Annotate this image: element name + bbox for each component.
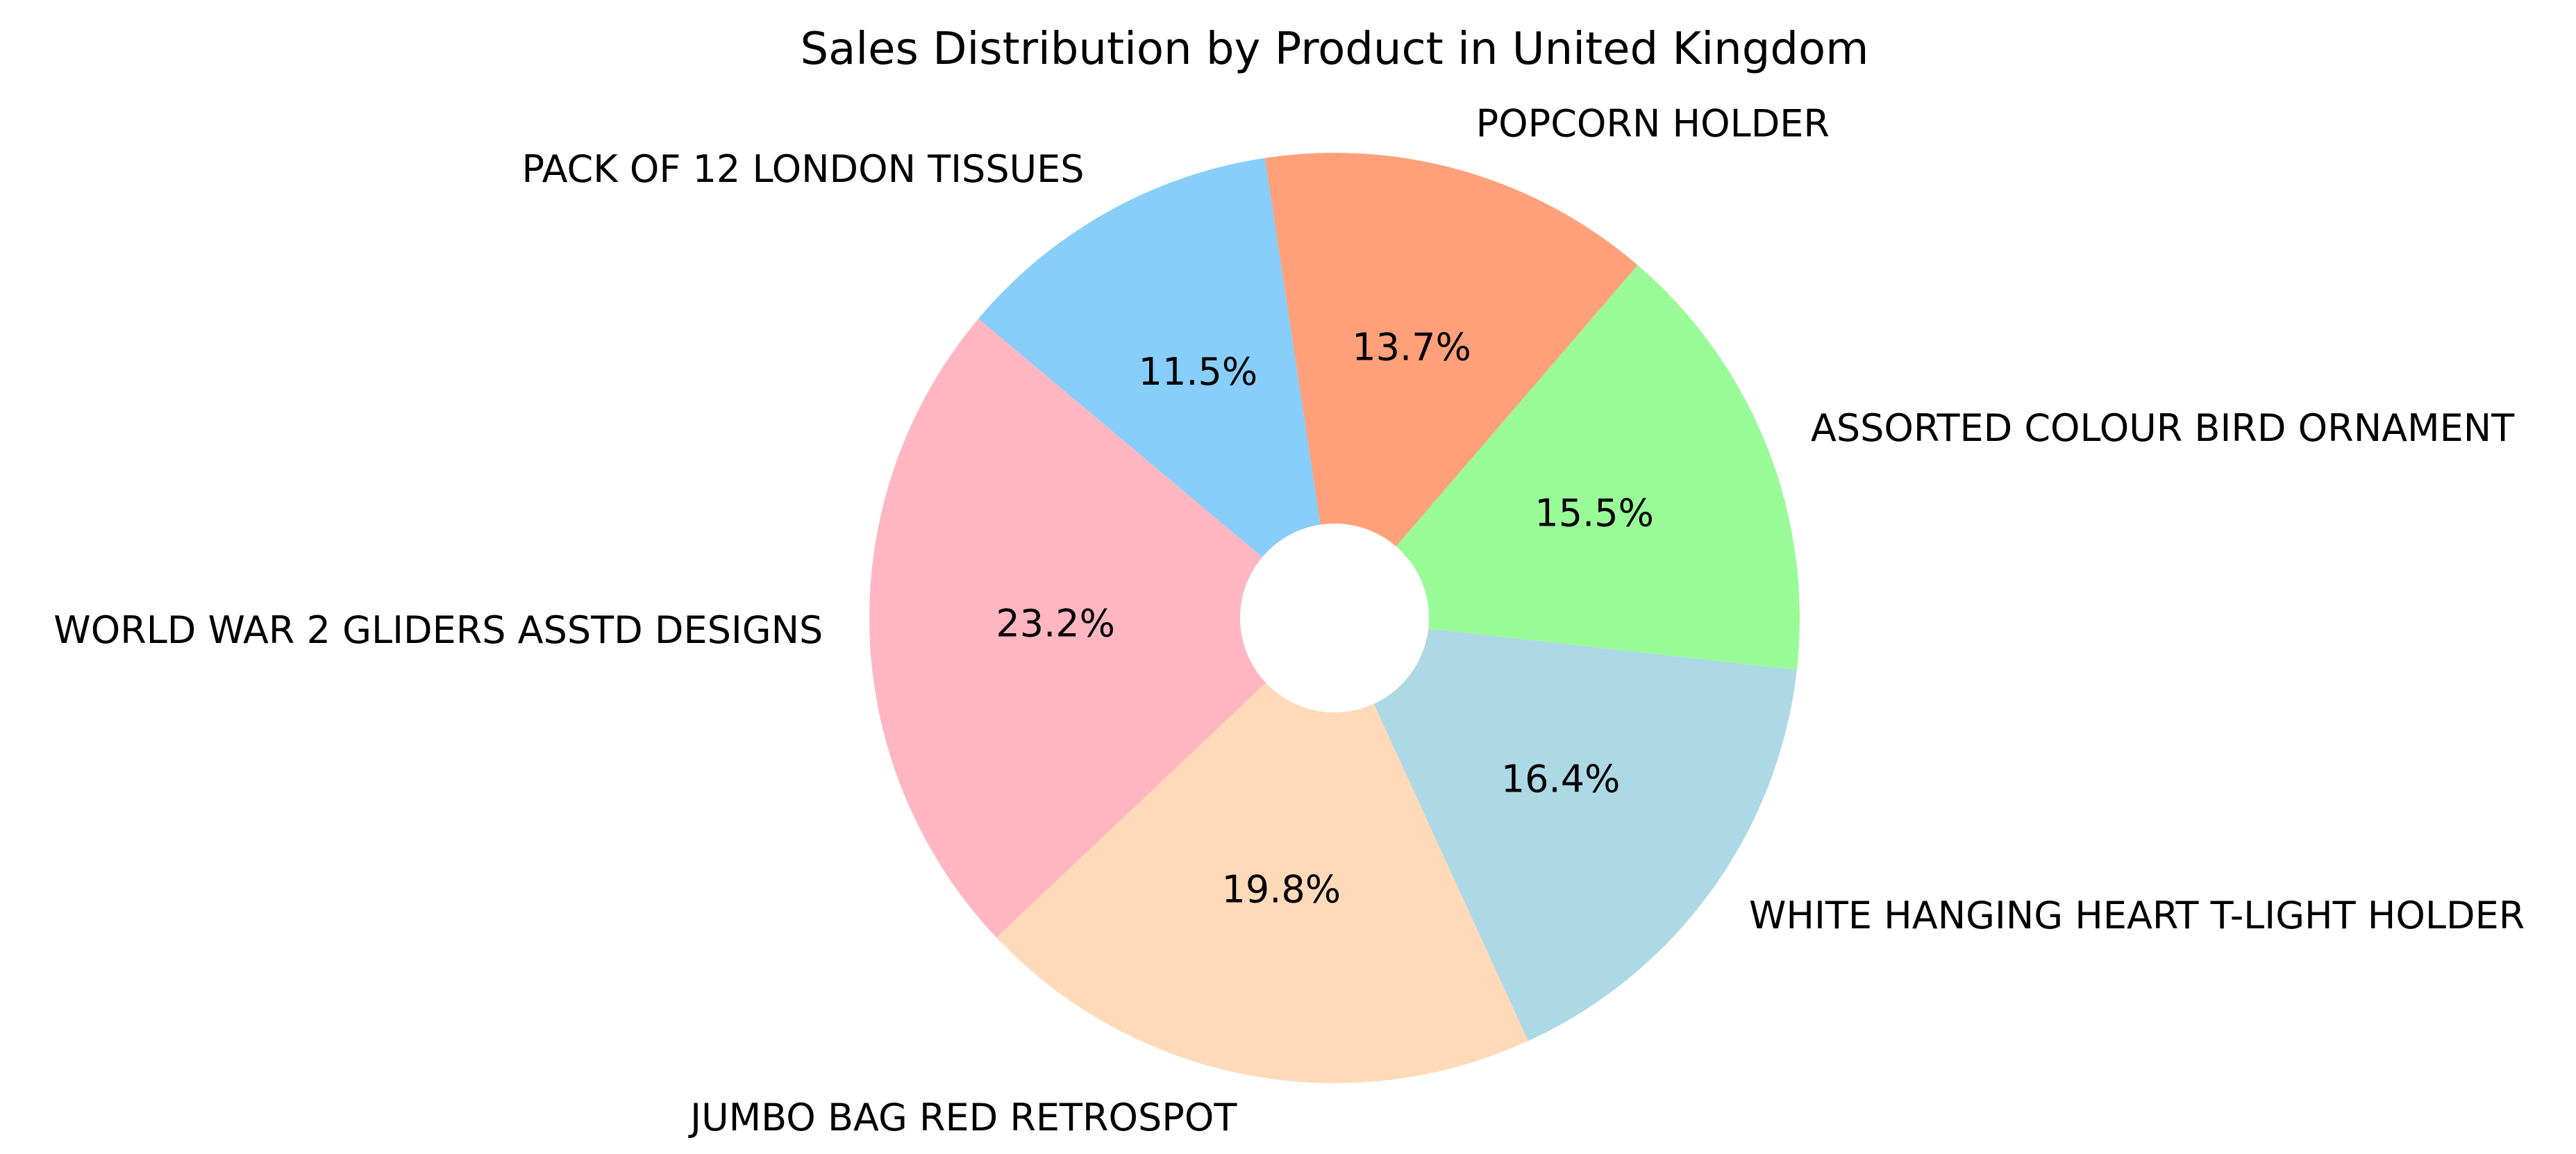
percent-label-5: 13.7%: [1352, 325, 1471, 369]
pie-slice-5: [1264, 152, 1638, 618]
slice-label-5: POPCORN HOLDER: [1476, 101, 1830, 145]
donut-hole: [1240, 524, 1429, 712]
percent-label-0: 11.5%: [1139, 350, 1258, 394]
percent-label-1: 23.2%: [996, 601, 1115, 645]
slice-labels: PACK OF 12 LONDON TISSUES WORLD WAR 2 GLI…: [53, 101, 2525, 1139]
percent-label-2: 19.8%: [1222, 867, 1341, 911]
pie-slice-4: [1335, 265, 1800, 670]
percent-label-4: 15.5%: [1534, 492, 1654, 535]
slice-label-4: ASSORTED COLOUR BIRD ORNAMENT: [1811, 406, 2515, 450]
pie-slice-1: [869, 318, 1335, 938]
slice-label-0: PACK OF 12 LONDON TISSUES: [521, 147, 1084, 191]
percent-label-3: 16.4%: [1501, 757, 1621, 801]
pie-slice-2: [996, 618, 1528, 1083]
chart-title: Sales Distribution by Product in United …: [801, 24, 1869, 75]
slice-label-2: JUMBO BAG RED RETROSPOT: [688, 1096, 1237, 1139]
slice-label-3: WHITE HANGING HEART T-LIGHT HOLDER: [1749, 894, 2525, 937]
slice-label-1: WORLD WAR 2 GLIDERS ASSTD DESIGNS: [53, 608, 823, 652]
percent-labels: 11.5% 23.2% 19.8% 16.4% 15.5% 13.7%: [996, 325, 1654, 911]
pie-slice-0: [978, 158, 1335, 619]
pie-slice-3: [1335, 618, 1797, 1042]
pie-slices: [869, 152, 1800, 1083]
